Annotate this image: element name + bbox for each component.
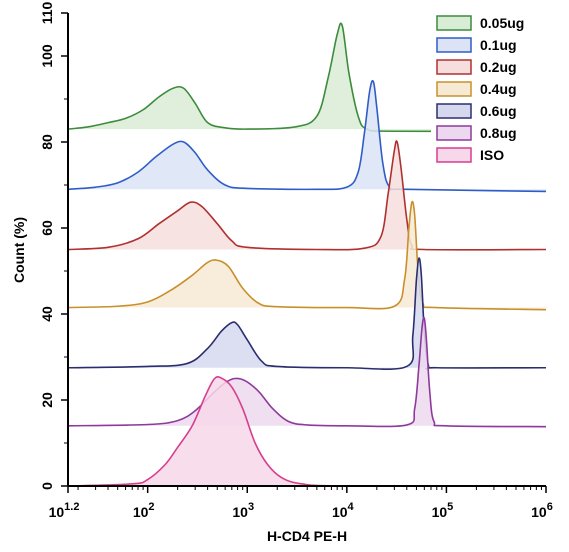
series-layer [67, 22, 547, 487]
series-line [67, 376, 547, 487]
series-area [68, 23, 546, 132]
legend: 0.05ug 0.1ug 0.2ug 0.4ug 0.6ug 0.8ug ISO [431, 12, 549, 172]
y-axis-title: Count (%) [11, 217, 27, 283]
legend-label: 0.8ug [480, 125, 517, 141]
series-area [68, 201, 546, 310]
legend-swatch [436, 15, 472, 31]
series-area [68, 258, 546, 370]
y-tick-label: 60 [39, 220, 55, 236]
x-tick-label: 105 [432, 501, 454, 520]
legend-swatch [436, 125, 472, 141]
y-tick-label: 0 [39, 482, 55, 490]
y-tick-label: 20 [39, 392, 55, 408]
legend-swatch [436, 59, 472, 75]
x-axis-title: H-CD4 PE-H [267, 528, 347, 544]
x-ticks: 101.2 102 103 104 105 106 [49, 486, 553, 520]
series-line [67, 316, 547, 428]
series-line [67, 257, 547, 371]
legend-swatch [436, 81, 472, 97]
series-0-1ug [67, 79, 547, 193]
legend-swatch [436, 103, 472, 119]
x-tick-label: 104 [332, 501, 355, 520]
x-tick-label: 101.2 [49, 501, 80, 520]
series-area [68, 140, 546, 250]
series-0-4ug [67, 200, 547, 311]
legend-swatch [436, 147, 472, 163]
legend-label: 0.4ug [480, 81, 517, 97]
series-0-2ug [67, 140, 547, 251]
series-iso [67, 376, 547, 487]
x-tick-label: 102 [133, 501, 155, 520]
legend-label: 0.05ug [480, 15, 524, 31]
legend-label: ISO [480, 147, 504, 163]
y-tick-label: 110 [39, 1, 55, 24]
series-area [68, 376, 546, 487]
series-0-8ug [67, 316, 547, 428]
legend-label: 0.2ug [480, 59, 517, 75]
series-area [68, 317, 546, 427]
series-area [68, 80, 546, 192]
legend-label: 0.6ug [480, 103, 517, 119]
y-tick-label: 40 [39, 306, 55, 322]
series-line [67, 200, 547, 311]
x-tick-label: 103 [232, 501, 254, 520]
y-ticks: 0 20 40 60 80 100 110 [39, 1, 68, 490]
series-line [67, 79, 547, 193]
legend-swatch [436, 37, 472, 53]
series-line [67, 22, 547, 133]
series-0-05ug [67, 22, 547, 133]
y-tick-label: 80 [39, 134, 55, 150]
series-0-6ug [67, 257, 547, 371]
x-tick-label: 106 [531, 501, 553, 520]
legend-label: 0.1ug [480, 37, 517, 53]
y-tick-label: 100 [39, 44, 55, 68]
series-line [67, 140, 547, 251]
